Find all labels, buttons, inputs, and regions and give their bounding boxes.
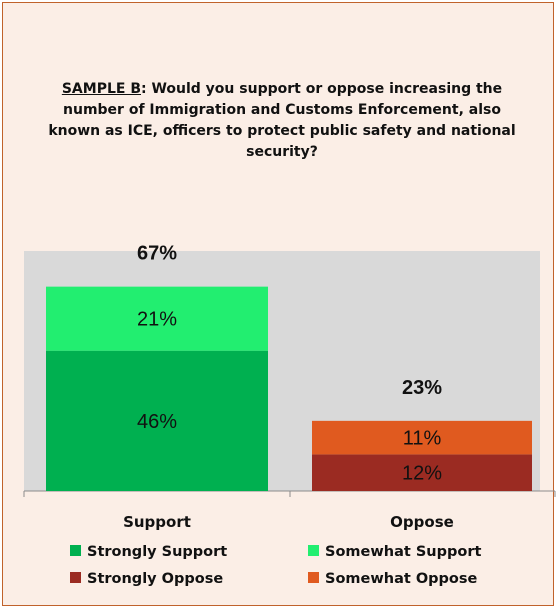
category-label-support: Support xyxy=(123,513,191,531)
total-label-oppose: 23% xyxy=(402,377,442,399)
category-label-oppose: Oppose xyxy=(390,513,454,531)
legend-label: Strongly Support xyxy=(87,544,228,560)
title-prefix: SAMPLE B xyxy=(61,81,141,97)
legend-swatch-strongly-support xyxy=(70,545,81,556)
legend-label: Strongly Oppose xyxy=(87,571,224,587)
data-label-somewhat-oppose-oppose: 11% xyxy=(403,428,442,450)
legend-item-strongly-oppose: Strongly Oppose xyxy=(70,571,223,587)
legend-item-somewhat-oppose: Somewhat Oppose xyxy=(308,571,477,587)
legend-item-somewhat-support: Somewhat Support xyxy=(308,544,481,560)
bar-strongly-oppose-oppose xyxy=(312,454,532,491)
data-label-strongly-support-support: 46% xyxy=(137,411,177,433)
bar-strongly-support-support xyxy=(46,350,268,491)
total-label-support: 67% xyxy=(137,243,177,265)
legend-swatch-somewhat-oppose xyxy=(308,572,319,583)
bar-somewhat-oppose-oppose xyxy=(312,420,532,455)
legend-swatch-somewhat-support xyxy=(308,545,319,556)
legend-swatch-strongly-oppose xyxy=(70,572,81,583)
title-question: : Would you support or oppose increasing… xyxy=(48,81,516,160)
legend-label: Somewhat Oppose xyxy=(325,571,478,587)
data-label-somewhat-support-support: 21% xyxy=(137,309,177,331)
chart-title: SAMPLE B: Would you support or oppose in… xyxy=(43,79,521,163)
legend-label: Somewhat Support xyxy=(325,544,482,560)
legend-item-strongly-support: Strongly Support xyxy=(70,544,227,560)
bar-somewhat-support-support xyxy=(46,286,268,351)
data-label-strongly-oppose-oppose: 12% xyxy=(402,463,442,485)
